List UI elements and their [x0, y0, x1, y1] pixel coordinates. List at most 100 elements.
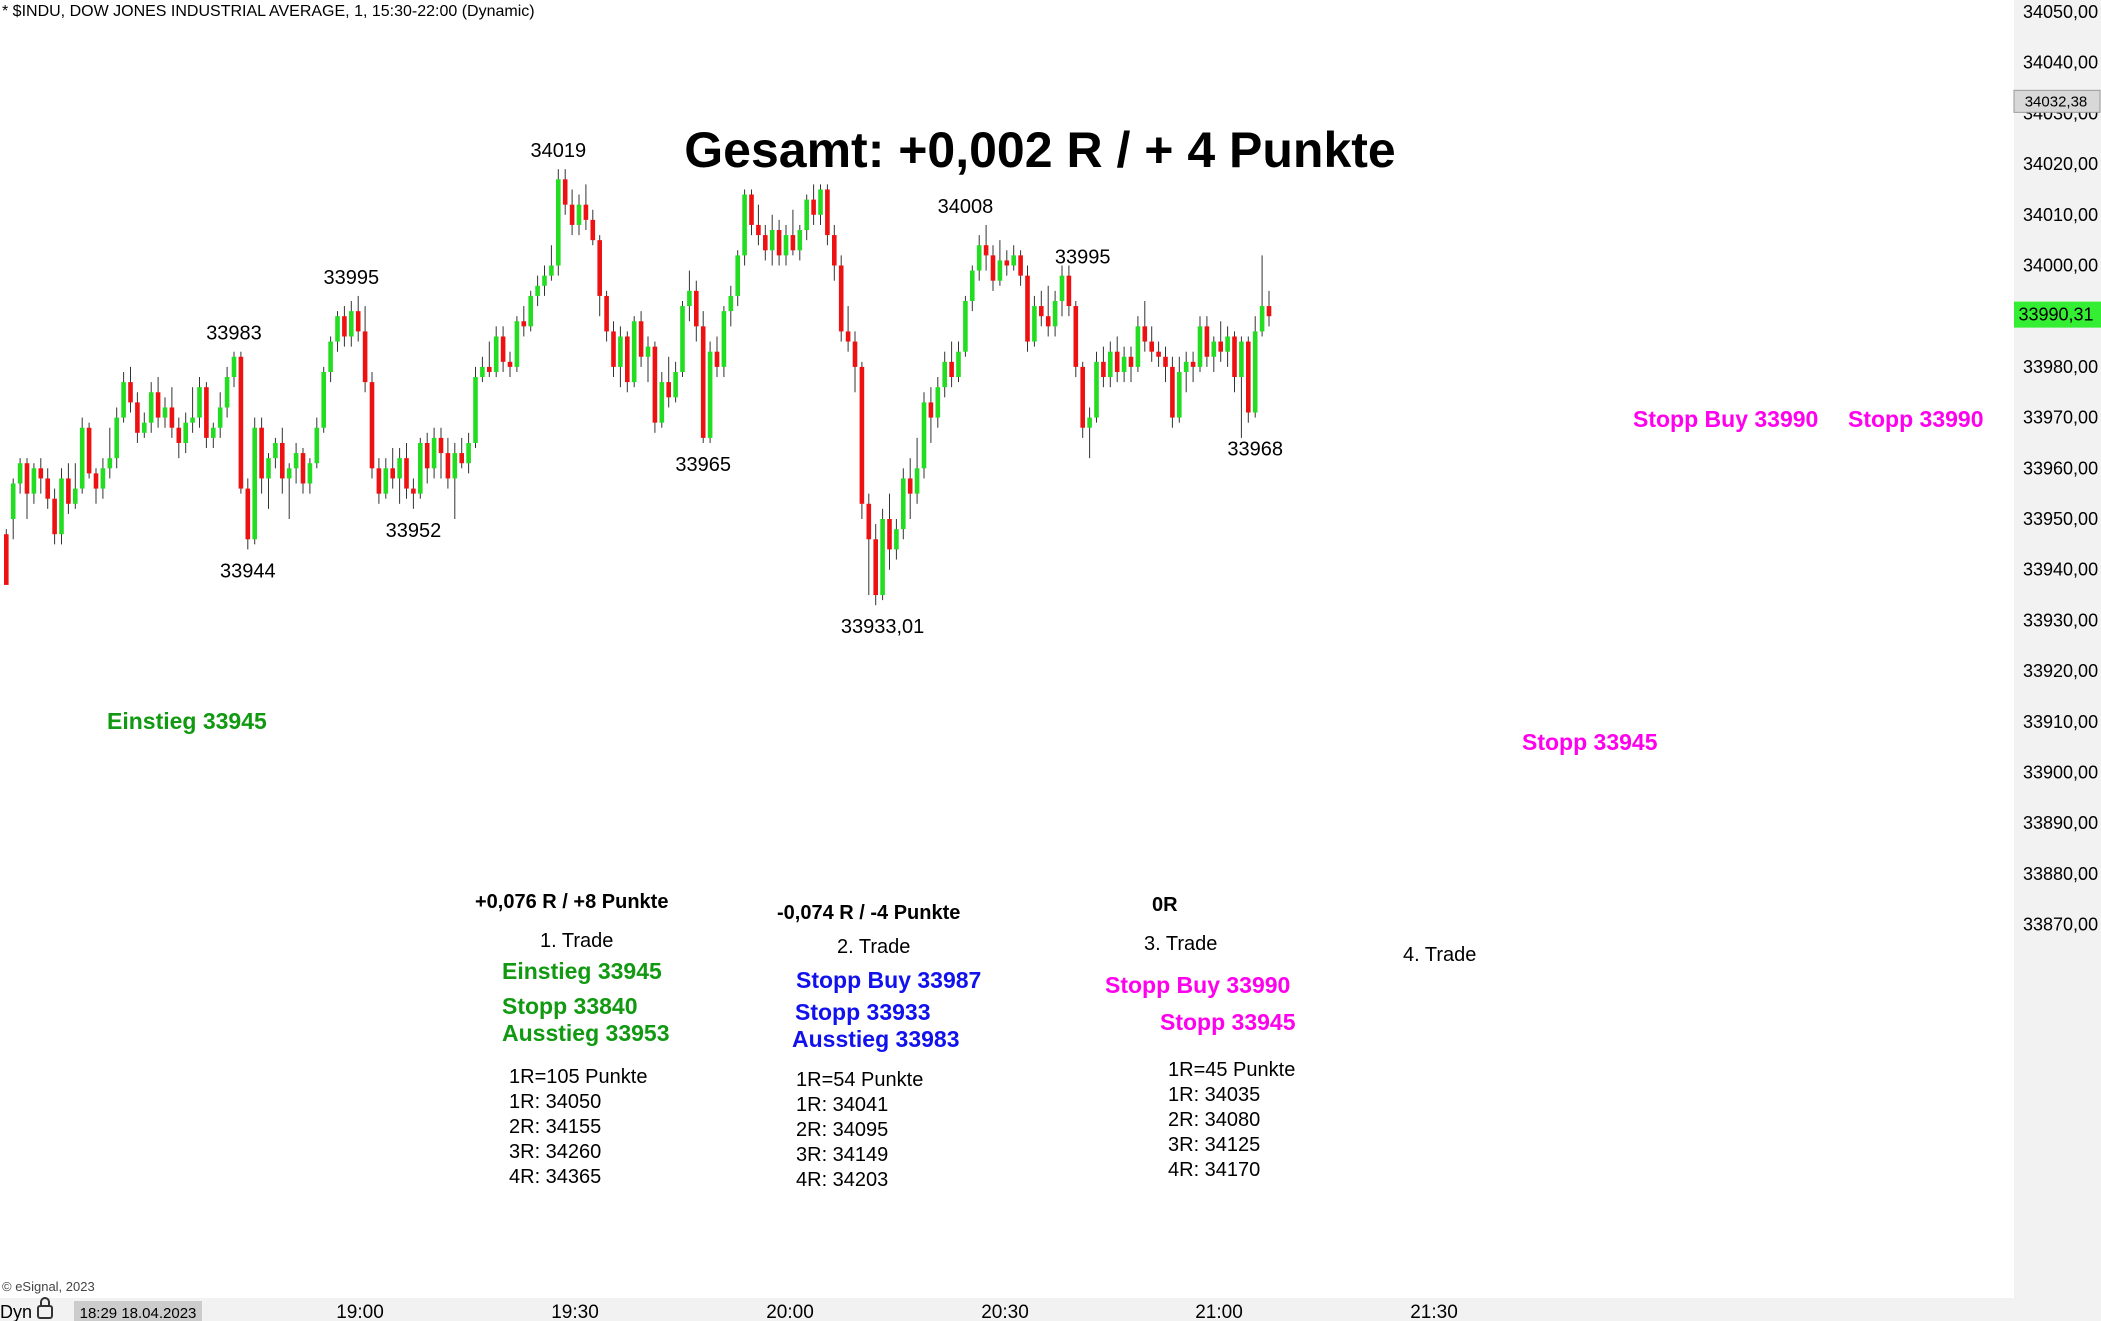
candle-body-up: [466, 442, 471, 464]
candle-body-down: [176, 427, 182, 443]
candle-body-down: [128, 382, 133, 403]
candle-body-down: [155, 392, 161, 418]
time-label: 20:30: [981, 1302, 1029, 1321]
candle: [514, 316, 520, 372]
candle: [990, 245, 996, 291]
candle: [1039, 290, 1044, 327]
candle: [190, 387, 195, 433]
candle: [404, 442, 409, 499]
candle: [542, 265, 547, 296]
trade-2-r-line: 1R: 34041: [796, 1094, 888, 1116]
candle-body-down: [204, 387, 209, 438]
candle: [935, 377, 941, 428]
candle-body-down: [38, 468, 44, 479]
trade-1-r-line: 1R: 34050: [509, 1091, 601, 1113]
candle: [17, 458, 23, 494]
candle-body-up: [542, 275, 547, 286]
candle: [162, 397, 168, 428]
candle: [280, 427, 285, 494]
candle: [307, 458, 313, 494]
trade-2-stop: Stopp 33933: [795, 999, 931, 1025]
price-tick-label: 33940,00: [2023, 560, 2098, 580]
candle: [1108, 341, 1113, 388]
candle: [694, 280, 699, 342]
candle: [148, 382, 154, 433]
candle-body-up: [1052, 300, 1058, 327]
candle-body-down: [135, 402, 140, 433]
candle: [252, 417, 257, 545]
candle: [611, 321, 616, 378]
lock-icon[interactable]: [37, 1297, 53, 1319]
trade-2-result: -0,074 R / -4 Punkte: [777, 902, 960, 924]
candle: [659, 371, 665, 428]
candle-body-down: [1073, 306, 1079, 367]
time-label: 19:00: [336, 1302, 384, 1321]
candle-body-down: [1218, 341, 1223, 352]
candle: [155, 377, 161, 428]
price-tick-label: 34010,00: [2023, 205, 2098, 225]
candle-body-up: [162, 407, 168, 418]
candle-body-down: [562, 179, 568, 205]
candle-body-down: [838, 265, 844, 332]
candle: [976, 235, 982, 281]
candle: [556, 169, 561, 276]
candle-body-up: [148, 392, 154, 423]
candle: [818, 184, 823, 225]
candle: [907, 458, 913, 519]
candle-body-up: [121, 382, 126, 418]
candle: [1177, 356, 1182, 423]
candle-body-up: [1239, 341, 1244, 378]
candle: [314, 417, 320, 469]
price-tick-label: 33920,00: [2023, 661, 2098, 681]
candle-body-down: [238, 356, 244, 489]
swing-low-label: 33933,01: [841, 616, 924, 638]
candle-body-down: [1114, 351, 1120, 372]
candle: [521, 306, 527, 337]
candle: [756, 204, 761, 246]
candle: [866, 493, 872, 596]
candle: [735, 250, 740, 307]
candle: [1149, 326, 1154, 362]
candle: [321, 366, 326, 433]
symbol-header: * $INDU, DOW JONES INDUSTRIAL AVERAGE, 1…: [2, 3, 535, 20]
trade-3-name: 3. Trade: [1144, 933, 1217, 955]
price-axis-ticks: 34050,0034040,0034030,0034020,0034010,00…: [2023, 2, 2098, 935]
candle-body-up: [1011, 255, 1016, 266]
candle: [797, 224, 803, 261]
candle-body-down: [714, 351, 720, 367]
candle: [1204, 316, 1210, 367]
candle-body-up: [576, 204, 582, 225]
candle-body-down: [611, 331, 616, 367]
stopp-right-label: Stopp 33945: [1522, 729, 1658, 755]
candle-body-down: [1101, 361, 1106, 378]
candle: [369, 371, 375, 479]
svg-text:18:29 18.04.2023: 18:29 18.04.2023: [80, 1305, 197, 1321]
candle-body-down: [1025, 275, 1030, 342]
candle-body-down: [369, 382, 375, 469]
candle-body-up: [307, 463, 313, 484]
candle: [383, 458, 389, 499]
candle: [583, 184, 589, 231]
trade-3-r-line: 1R=45 Punkte: [1168, 1059, 1295, 1081]
candle: [804, 194, 809, 241]
price-tick-label: 34050,00: [2023, 2, 2098, 22]
time-axis-panel: [0, 1298, 2014, 1321]
dynamic-mode-toggle[interactable]: Dyn: [0, 1302, 32, 1321]
candle-body-down: [990, 255, 996, 281]
candle-body-up: [935, 387, 941, 418]
candle: [928, 387, 934, 443]
candle: [431, 427, 437, 479]
candle: [217, 392, 223, 438]
candle: [231, 351, 237, 388]
price-axis-panel: [2014, 0, 2101, 1321]
candle: [666, 356, 671, 408]
trade-1-exit: Ausstieg 33953: [502, 1020, 669, 1046]
candle: [1156, 341, 1161, 367]
candle: [914, 437, 920, 504]
candle: [10, 478, 16, 540]
candle: [680, 300, 685, 378]
candle: [93, 468, 99, 504]
candle-body-up: [528, 295, 533, 327]
candle: [811, 184, 816, 225]
